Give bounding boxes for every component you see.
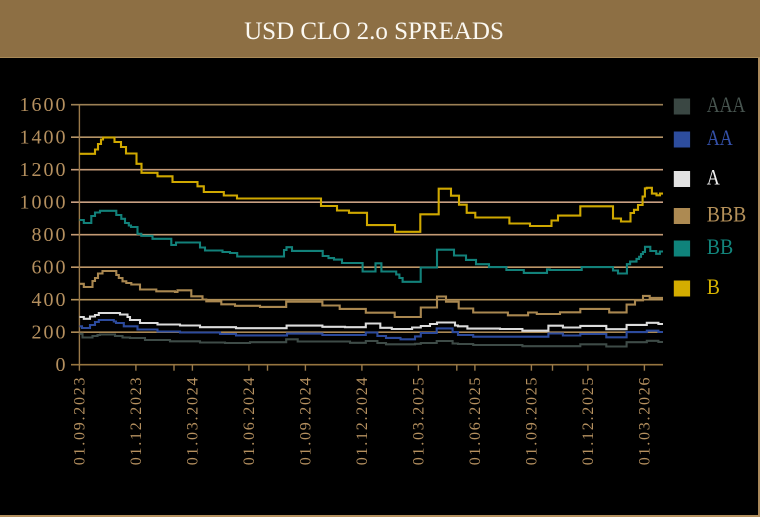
svg-text:1400: 1400 [20,127,68,149]
svg-text:A: A [707,165,720,190]
svg-text:1600: 1600 [20,94,68,116]
svg-text:800: 800 [32,224,68,246]
svg-text:1000: 1000 [20,192,68,214]
svg-text:01.06.2024: 01.06.2024 [241,376,258,466]
svg-text:AA: AA [707,125,733,150]
svg-text:BBB: BBB [707,202,747,227]
svg-text:1200: 1200 [20,159,68,181]
svg-text:01.06.2025: 01.06.2025 [467,376,484,466]
svg-text:B: B [707,274,720,299]
svg-text:200: 200 [32,322,68,344]
svg-text:01.09.2023: 01.09.2023 [72,376,89,466]
svg-text:01.03.2025: 01.03.2025 [411,376,428,466]
svg-text:01.12.2024: 01.12.2024 [354,376,371,466]
svg-text:01.12.2023: 01.12.2023 [128,376,145,466]
svg-text:0: 0 [56,354,68,376]
svg-text:AAA: AAA [707,92,746,117]
svg-text:01.03.2026: 01.03.2026 [637,376,654,466]
svg-text:01.03.2024: 01.03.2024 [185,376,202,466]
svg-text:BB: BB [707,234,734,259]
svg-text:400: 400 [32,289,68,311]
svg-text:01.09.2024: 01.09.2024 [298,376,315,466]
svg-text:600: 600 [32,257,68,279]
svg-text:01.12.2025: 01.12.2025 [580,376,597,466]
svg-text:01.09.2025: 01.09.2025 [524,376,541,466]
